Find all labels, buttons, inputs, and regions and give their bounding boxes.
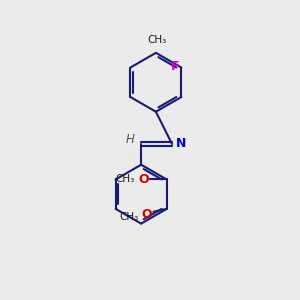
Text: CH₃: CH₃ (119, 212, 139, 222)
Text: H: H (126, 133, 135, 146)
Text: CH₃: CH₃ (148, 34, 167, 45)
Text: N: N (176, 137, 186, 150)
Text: F: F (171, 60, 179, 73)
Text: O: O (141, 208, 152, 221)
Text: O: O (138, 173, 149, 186)
Text: CH₃: CH₃ (115, 174, 134, 184)
